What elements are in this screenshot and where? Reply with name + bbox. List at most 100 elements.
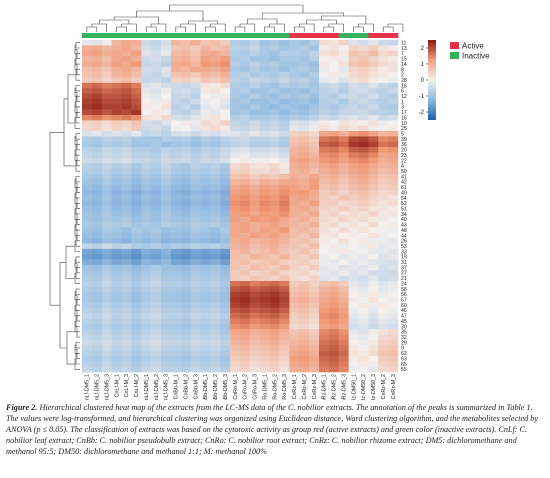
heatmap-cell [210,222,221,228]
heatmap-cell [180,184,191,191]
heatmap-cell [220,222,231,228]
heatmap-cell [161,131,172,137]
heatmap-cell [161,211,172,217]
heatmap-cell [141,206,152,212]
heatmap-cell [91,313,103,319]
heatmap-cell [101,216,112,223]
heatmap-cell [279,93,290,100]
heatmap-cell [338,72,349,78]
heatmap-cell [249,50,261,57]
heatmap-cell [328,61,340,68]
heatmap-cell [279,98,290,105]
heatmap-cell [200,173,211,180]
heatmap-cell [328,136,340,143]
heatmap-cell [358,216,369,223]
heatmap-cell [180,361,191,367]
heatmap-cell [388,366,399,373]
heatmap-cell [230,66,241,73]
heatmap-cell [161,264,172,271]
heatmap-cell [378,141,389,148]
heatmap-cell [348,345,359,351]
heatmap-cell [289,131,300,137]
heatmap-cell [368,222,379,228]
heatmap-cell [358,232,369,239]
heatmap-cell [91,238,103,244]
heatmap-cell [309,323,320,330]
heatmap-cell [121,243,132,250]
heatmap-cell [131,82,142,89]
heatmap-cell [309,45,320,51]
heatmap-cell [338,302,349,309]
heatmap-cell [259,131,270,137]
heatmap-cell [249,45,261,51]
heatmap-cell [309,40,320,46]
heatmap-cell [200,238,211,244]
heatmap-cell [131,259,142,266]
heatmap-cell [180,98,191,105]
sample-label: CnRz-DM50_3 [371,374,377,400]
heatmap-cell [82,168,93,175]
heatmap-cell [368,291,379,298]
heatmap-cell [289,61,300,68]
heatmap-cell [91,82,103,89]
heatmap-cell [309,50,320,57]
heatmap-cell [101,200,112,207]
heatmap-cell [220,66,231,73]
heatmap-cell [190,259,201,266]
heatmap-cell [338,248,349,255]
heatmap-cell [338,238,349,244]
heatmap-cell [368,264,379,271]
heatmap-cell [388,216,399,223]
heatmap-cell [358,98,369,105]
heatmap-cell [249,350,261,357]
heatmap-cell [190,222,201,228]
column-dendrogram-branch [136,10,204,21]
heatmap-cell [259,264,270,271]
heatmap-cell [230,40,241,46]
peak-label: 28 [401,78,407,84]
heatmap-cell [259,147,270,153]
heatmap-cell [141,232,152,239]
heatmap-cell [101,227,112,234]
heatmap-cell [338,318,349,325]
heatmap-cell [249,77,261,84]
heatmap-cell [180,211,191,217]
heatmap-cell [328,254,340,260]
heatmap-cell [259,152,270,159]
heatmap-cell [101,189,112,196]
heatmap-cell [111,120,122,126]
heatmap-cell [259,291,270,298]
heatmap-cell [378,297,389,303]
heatmap-cell [328,339,340,346]
heatmap-cell [240,72,251,78]
heatmap-cell [91,222,103,228]
heatmap-cell [348,40,359,46]
heatmap-cell [121,211,132,217]
heatmap-cell [299,345,310,351]
peak-label: 32 [401,335,407,341]
heatmap-cell [82,50,93,57]
heatmap-cell [151,131,162,137]
heatmap-cell [348,248,359,255]
heatmap-cell [131,109,142,116]
legend-swatch [450,42,459,49]
heatmap-cell [180,66,191,73]
heatmap-cell [388,179,399,185]
heatmap-cell [319,40,330,46]
heatmap-cell [279,275,290,282]
heatmap-cell [348,98,359,105]
heatmap-cell [328,98,340,105]
heatmap-cell [101,329,112,335]
heatmap-cell [230,136,241,143]
heatmap-cell [190,216,201,223]
heatmap-cell [240,318,251,325]
heatmap-cell [328,40,340,46]
heatmap-cell [111,200,122,207]
heatmap-cell [328,280,340,287]
annotation-cell [338,33,349,38]
heatmap-cell [91,355,103,362]
heatmap-cell [151,152,162,159]
heatmap-cell [82,211,93,217]
heatmap-cell [289,323,300,330]
heatmap-cell [200,136,211,143]
